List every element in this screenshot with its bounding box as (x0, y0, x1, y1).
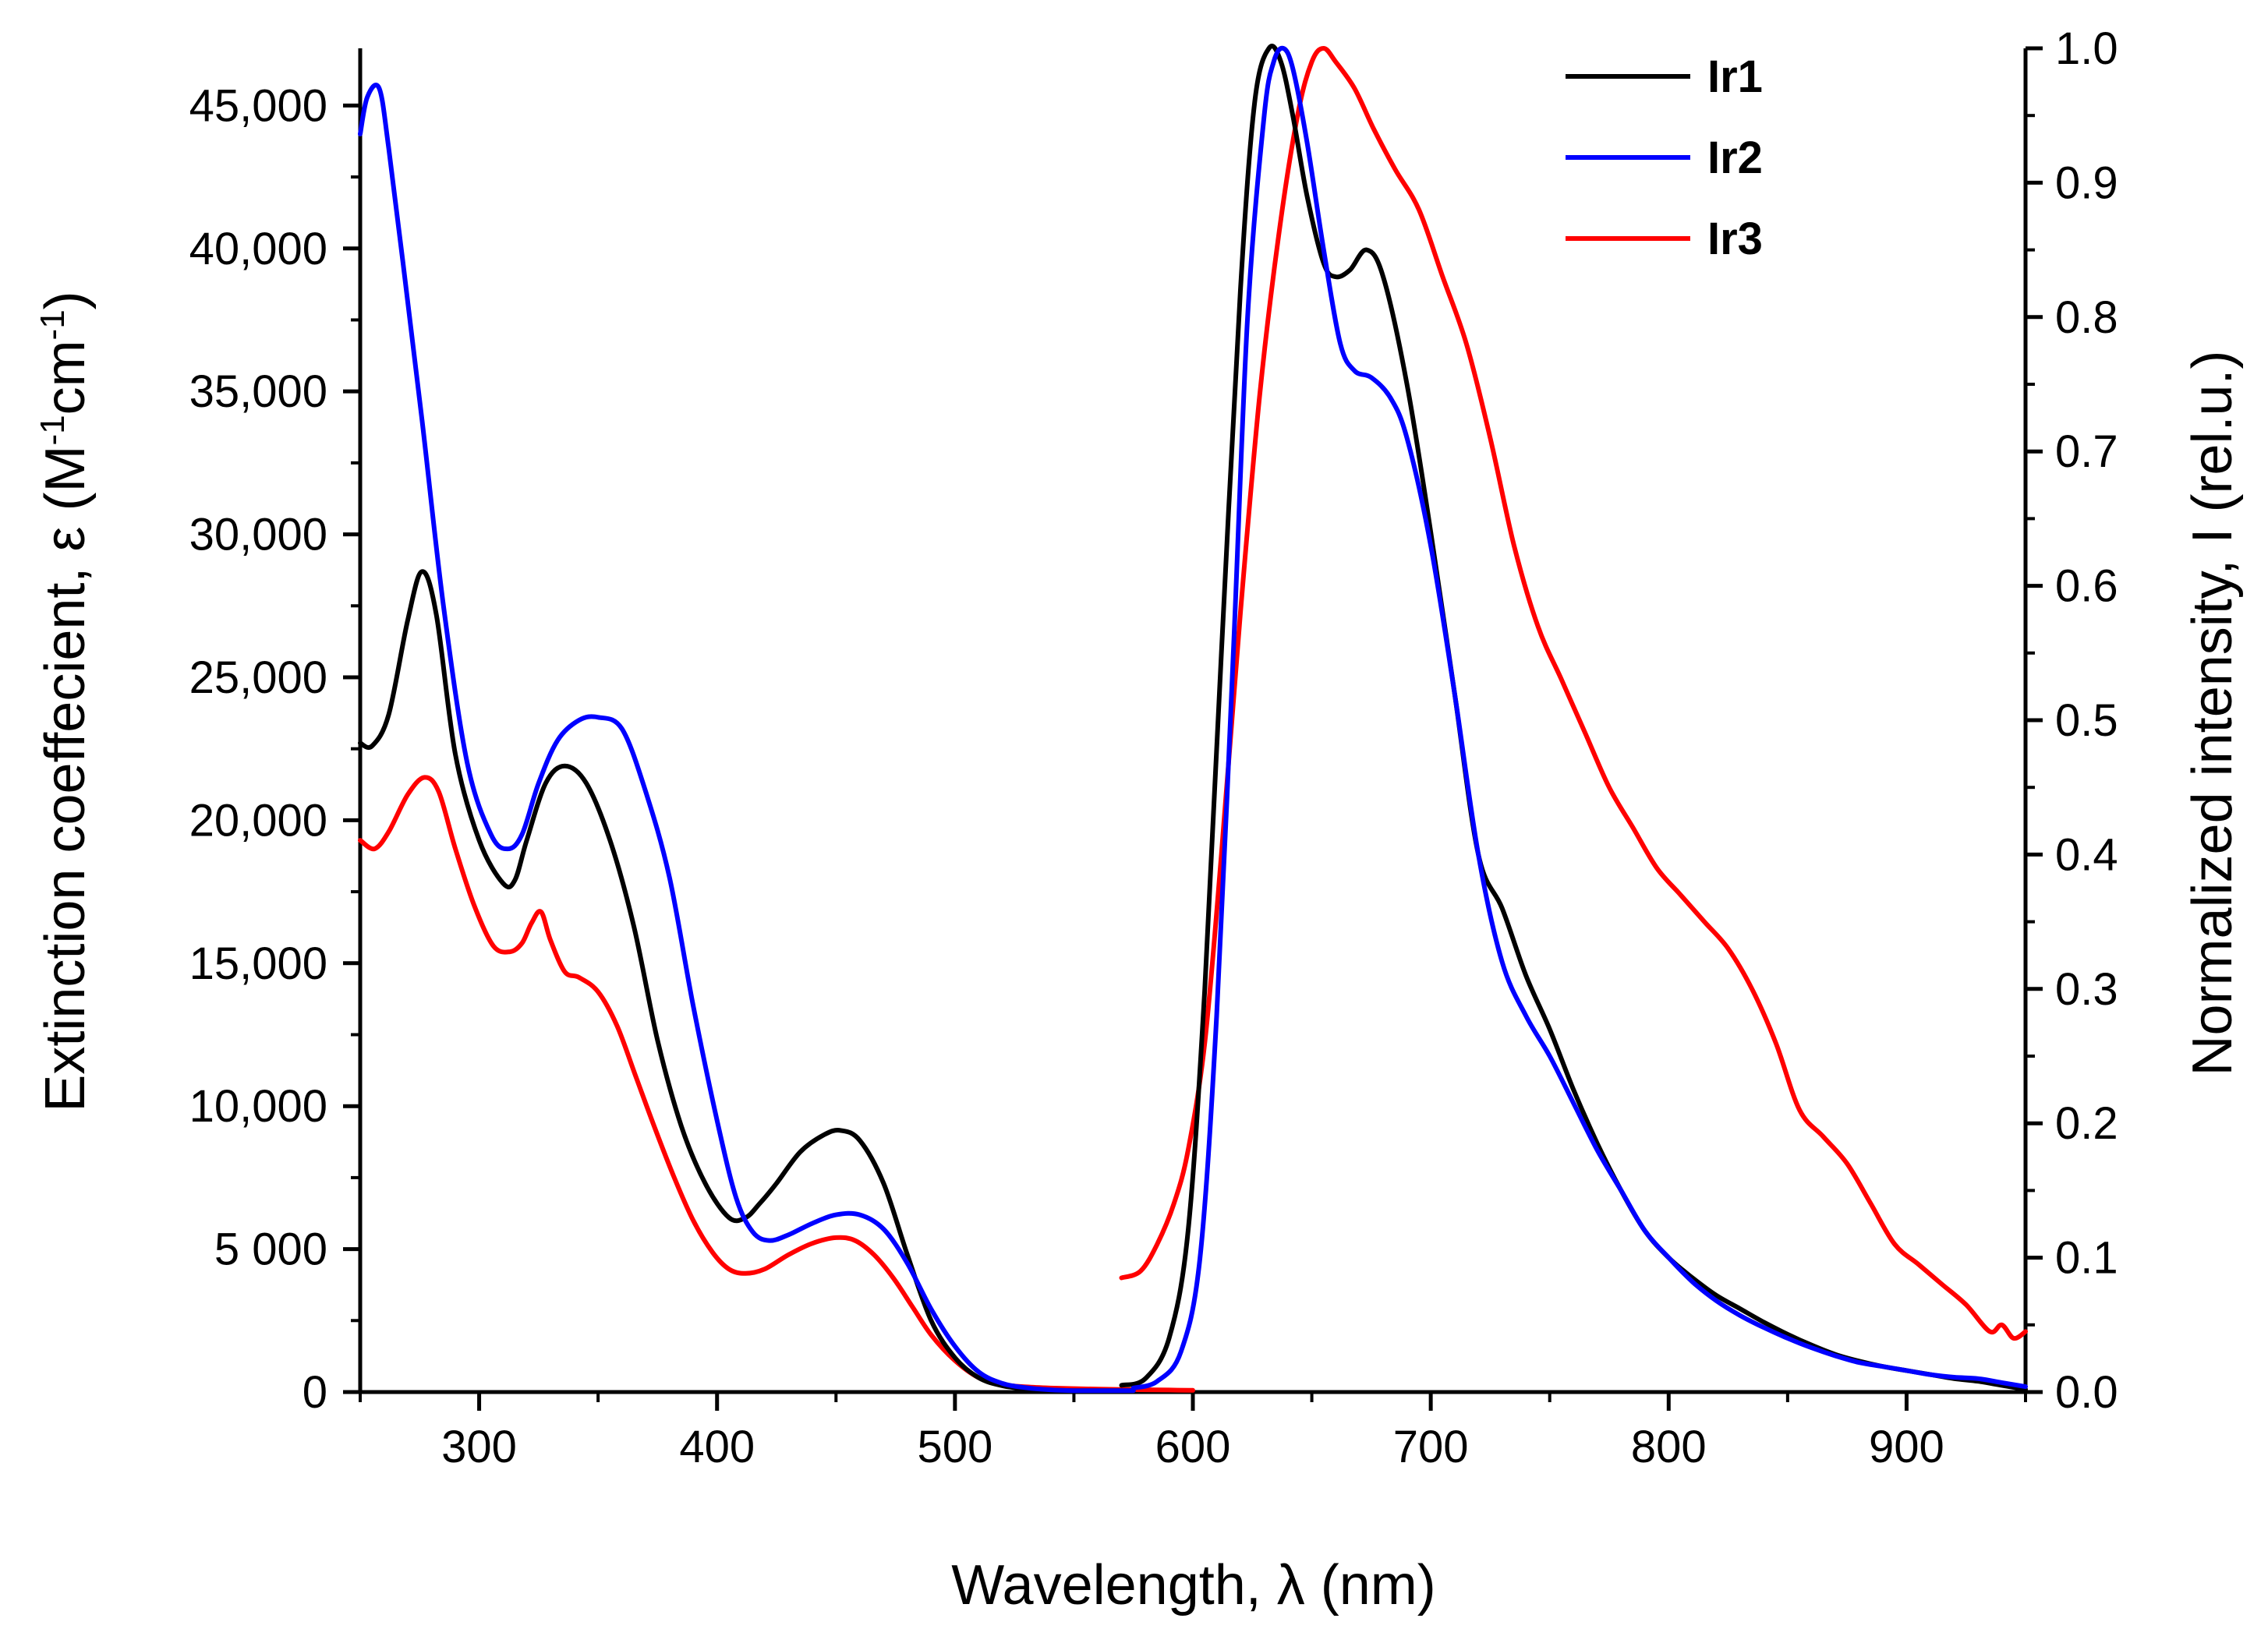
right-y-tick-label: 0.2 (2055, 1098, 2118, 1149)
right-y-tick-label: 0.9 (2055, 157, 2118, 208)
legend-label-ir1: Ir1 (1707, 51, 1763, 102)
right-y-tick-label: 1.0 (2055, 23, 2118, 74)
x-tick-label: 800 (1631, 1422, 1707, 1472)
left-y-axis-title: Extinction coeffecient, ε (M-1cm-1) (34, 291, 97, 1111)
left-y-tick-label: 10,000 (189, 1081, 327, 1132)
left-y-tick-label: 5 000 (214, 1224, 327, 1275)
x-tick-label: 500 (917, 1422, 992, 1472)
right-y-axis-title: Normalized intensity, I (rel.u.) (2181, 351, 2244, 1076)
series-ir2-emission-line (1130, 45, 2028, 1390)
legend: Ir1 Ir2 Ir3 (1566, 51, 1763, 264)
x-tick-label: 900 (1869, 1422, 1944, 1472)
legend-label-ir2: Ir2 (1707, 133, 1763, 183)
x-tick-label: 400 (679, 1422, 755, 1472)
right-y-tick-label: 0.0 (2055, 1367, 2118, 1418)
right-y-tick-label: 0.5 (2055, 695, 2118, 746)
data-series (358, 44, 2028, 1394)
left-y-tick-label: 35,000 (189, 366, 327, 417)
left-y-tick-label: 40,000 (189, 224, 327, 274)
left-y-tick-label: 30,000 (189, 510, 327, 560)
axis-ticks: 300 400 500 600 700 800 900 0 5 000 10,000 15,000 2… (189, 23, 2118, 1472)
left-y-tick-label: 25,000 (189, 652, 327, 703)
left-y-tick-label: 15,000 (189, 938, 327, 989)
series-ir1-absorption-line (358, 569, 1136, 1394)
left-y-tick-label: 45,000 (189, 80, 327, 131)
legend-label-ir3: Ir3 (1707, 214, 1763, 264)
right-y-tick-label: 0.7 (2055, 426, 2118, 477)
series-ir2-absorption-line (358, 83, 1136, 1394)
right-y-tick-label: 0.8 (2055, 292, 2118, 343)
x-axis-title: Wavelength, λ (nm) (951, 1554, 1436, 1617)
right-y-tick-label: 0.1 (2055, 1233, 2118, 1284)
x-tick-label: 700 (1393, 1422, 1469, 1472)
right-y-tick-label: 0.4 (2055, 829, 2118, 880)
left-y-tick-label: 20,000 (189, 795, 327, 846)
x-tick-label: 300 (441, 1422, 517, 1472)
left-y-tick-label: 0 (303, 1367, 327, 1418)
x-tick-label: 600 (1155, 1422, 1231, 1472)
right-y-tick-label: 0.3 (2055, 964, 2118, 1015)
right-y-tick-label: 0.6 (2055, 561, 2118, 612)
